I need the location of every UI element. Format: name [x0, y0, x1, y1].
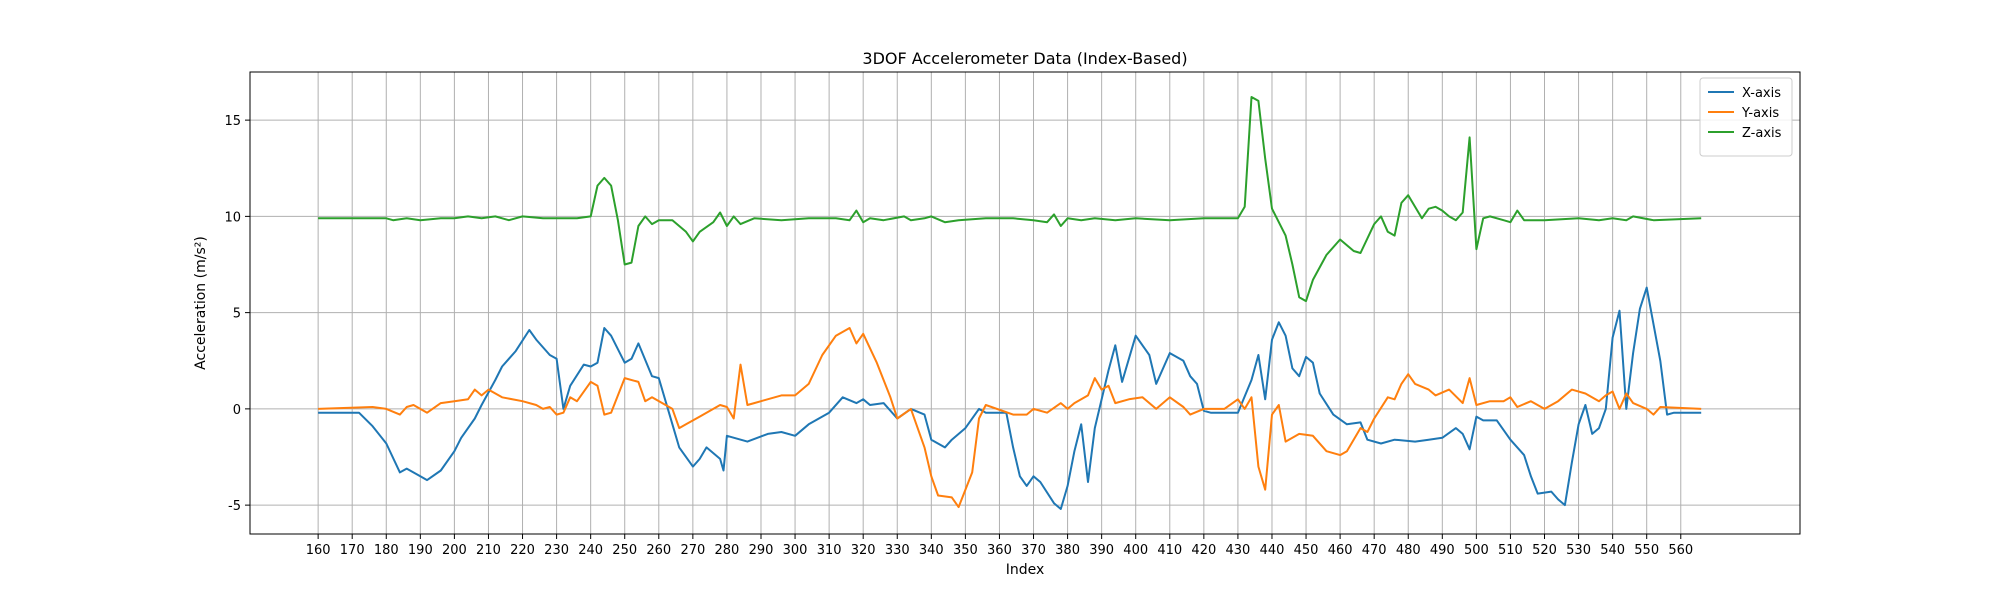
- series-line-z-axis: [318, 96, 1702, 303]
- x-tick-label: 240: [578, 543, 603, 558]
- x-tick-label: 370: [1021, 543, 1046, 558]
- y-tick-label: 10: [224, 210, 241, 225]
- x-tick-label: 250: [612, 543, 637, 558]
- y-tick-label: -5: [228, 499, 241, 514]
- x-tick-label: 350: [953, 543, 978, 558]
- x-tick-label: 520: [1532, 543, 1557, 558]
- x-tick-label: 530: [1566, 543, 1591, 558]
- x-tick-label: 200: [442, 543, 467, 558]
- x-tick-label: 290: [749, 543, 774, 558]
- x-tick-label: 500: [1464, 543, 1489, 558]
- x-tick-label: 280: [715, 543, 740, 558]
- x-tick-label: 320: [851, 543, 876, 558]
- x-tick-label: 380: [1055, 543, 1080, 558]
- legend-label: X-axis: [1742, 86, 1781, 101]
- x-tick-label: 490: [1430, 543, 1455, 558]
- x-tick-label: 410: [1157, 543, 1182, 558]
- x-axis-label: Index: [1006, 562, 1045, 578]
- y-tick-label: 5: [233, 307, 241, 322]
- x-tick-label: 300: [783, 543, 808, 558]
- y-axis-label: Acceleration (m/s²): [193, 236, 209, 370]
- legend-label: Z-axis: [1742, 126, 1782, 141]
- plot-frame: [249, 71, 1801, 535]
- x-tick-label: 330: [885, 543, 910, 558]
- x-tick-label: 220: [510, 543, 535, 558]
- x-tick-label: 160: [306, 543, 331, 558]
- series-line-y-axis: [318, 327, 1702, 509]
- x-tick-label: 210: [476, 543, 501, 558]
- y-tick-label: 15: [224, 114, 241, 129]
- y-tick-label: 0: [233, 403, 241, 418]
- legend-box: [1699, 77, 1793, 157]
- x-tick-label: 340: [919, 543, 944, 558]
- axis-ticks: 160 170 180 190 200 210 220 230 240 250 260 270 280 2…: [224, 114, 1693, 558]
- legend-label: Y-axis: [1741, 106, 1779, 121]
- legend: X-axis Y-axis Z-axis: [1699, 77, 1793, 157]
- x-tick-label: 440: [1260, 543, 1285, 558]
- x-tick-label: 260: [646, 543, 671, 558]
- x-tick-label: 450: [1294, 543, 1319, 558]
- x-tick-label: 510: [1498, 543, 1523, 558]
- x-tick-label: 540: [1600, 543, 1625, 558]
- x-tick-label: 310: [817, 543, 842, 558]
- x-tick-label: 460: [1328, 543, 1353, 558]
- x-tick-label: 400: [1123, 543, 1148, 558]
- x-tick-label: 470: [1362, 543, 1387, 558]
- x-tick-label: 190: [408, 543, 433, 558]
- grid-lines: [250, 72, 1800, 534]
- x-tick-label: 230: [544, 543, 569, 558]
- x-tick-label: 360: [987, 543, 1012, 558]
- chart-title: 3DOF Accelerometer Data (Index-Based): [862, 49, 1187, 68]
- x-tick-label: 560: [1668, 543, 1693, 558]
- series-lines: [318, 96, 1702, 510]
- x-tick-label: 170: [340, 543, 365, 558]
- x-tick-label: 390: [1089, 543, 1114, 558]
- x-tick-label: 430: [1225, 543, 1250, 558]
- x-tick-label: 270: [680, 543, 705, 558]
- x-tick-label: 550: [1634, 543, 1659, 558]
- x-tick-label: 420: [1191, 543, 1216, 558]
- series-line-x-axis: [318, 286, 1702, 510]
- x-tick-label: 180: [374, 543, 399, 558]
- x-tick-label: 480: [1396, 543, 1421, 558]
